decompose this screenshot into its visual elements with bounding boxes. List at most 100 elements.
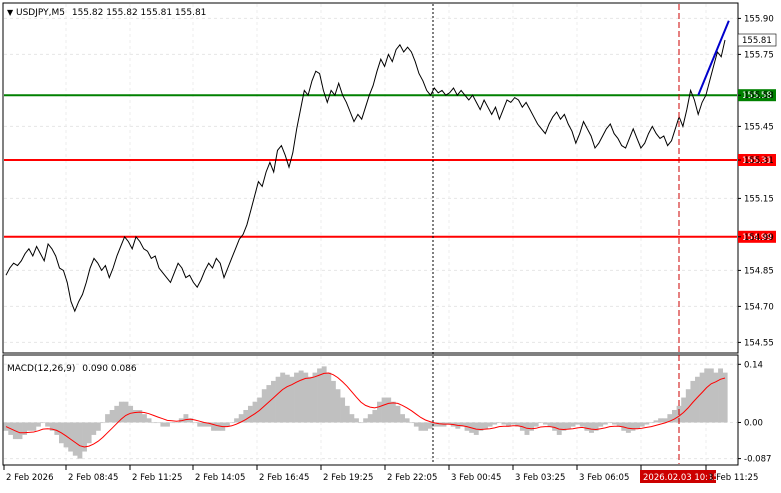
macd-bar bbox=[307, 376, 313, 423]
symbol-dropdown-icon[interactable]: ▼ bbox=[7, 8, 14, 17]
macd-bar bbox=[427, 422, 433, 429]
macd-bar bbox=[275, 376, 281, 423]
macd-bar bbox=[658, 418, 664, 423]
axis-labels: 155.90 155.75 155.58 155.45 155.31 155.15 154.… bbox=[3, 14, 774, 483]
macd-bar bbox=[400, 414, 405, 423]
macd-bar bbox=[575, 422, 581, 425]
price-tick-label: 154.99 bbox=[744, 233, 774, 243]
time-tick-label: 3 Feb 06:05 bbox=[579, 473, 629, 483]
macd-bar bbox=[280, 372, 286, 423]
macd-bar bbox=[31, 422, 37, 431]
macd-bar bbox=[326, 372, 332, 423]
macd-bar bbox=[515, 422, 521, 427]
macd-bar bbox=[35, 422, 41, 427]
macd-bar bbox=[547, 422, 553, 427]
macd-bar bbox=[436, 422, 442, 427]
price-tick-label: 155.15 bbox=[744, 194, 774, 204]
macd-bar bbox=[252, 401, 258, 423]
macd-bar bbox=[487, 422, 493, 427]
macd-bar bbox=[174, 422, 180, 424]
current-price-badge bbox=[737, 33, 777, 47]
macd-bar bbox=[538, 422, 544, 424]
macd-bar bbox=[570, 422, 576, 427]
price-line bbox=[5, 39, 726, 313]
macd-bar bbox=[349, 414, 355, 423]
macd-bar bbox=[699, 372, 705, 423]
time-tick-label: 3 Feb 03:25 bbox=[515, 473, 565, 483]
macd-bar bbox=[695, 376, 700, 423]
price-tick-label: 155.31 bbox=[744, 156, 774, 166]
horizontal-levels[interactable]: 155.58 155.31 154.99 bbox=[4, 89, 776, 243]
macd-bar bbox=[224, 422, 230, 427]
macd-bar bbox=[247, 405, 253, 423]
macd-bar bbox=[243, 410, 249, 423]
macd-bar bbox=[229, 422, 235, 424]
macd-bar bbox=[432, 422, 438, 427]
macd-bar bbox=[446, 422, 452, 425]
macd-bar bbox=[298, 370, 304, 423]
macd-bar bbox=[667, 414, 673, 423]
level-badge-154.99 bbox=[738, 230, 776, 243]
macd-bar bbox=[86, 422, 92, 444]
macd-bar bbox=[612, 422, 617, 425]
macd-bar bbox=[363, 418, 369, 423]
macd-signal-line bbox=[5, 372, 726, 448]
macd-bar bbox=[395, 405, 401, 423]
macd-bar bbox=[607, 422, 613, 424]
level-label-154.99: 154.99 bbox=[742, 233, 772, 243]
macd-bar bbox=[146, 418, 152, 423]
macd-bar bbox=[284, 374, 290, 423]
macd-bar bbox=[644, 422, 650, 425]
macd-bar bbox=[386, 397, 392, 423]
macd-bar bbox=[206, 422, 212, 427]
price-tick-label: 155.75 bbox=[744, 50, 774, 60]
macd-bar bbox=[289, 376, 295, 423]
macd-bar bbox=[653, 420, 659, 423]
macd-bar bbox=[321, 366, 327, 423]
macd-bar bbox=[45, 422, 51, 427]
macd-bar bbox=[26, 422, 32, 431]
macd-bar bbox=[211, 422, 217, 431]
price-series: 155.81 bbox=[5, 20, 777, 313]
macd-bar bbox=[390, 401, 396, 423]
highlighted-time-label: 2026.02.03 10:15 bbox=[643, 473, 719, 483]
macd-bar bbox=[409, 422, 415, 424]
macd-bar bbox=[22, 422, 28, 435]
macd-bar bbox=[183, 414, 189, 423]
macd-bar bbox=[234, 418, 240, 423]
price-tick-label: 154.85 bbox=[744, 266, 774, 276]
macd-bar bbox=[95, 422, 101, 431]
macd-bar bbox=[271, 380, 276, 423]
macd-bar bbox=[353, 418, 359, 423]
macd-bar bbox=[639, 422, 645, 427]
price-tick-label: 155.90 bbox=[744, 14, 774, 24]
macd-bar bbox=[413, 422, 419, 427]
macd-bar bbox=[197, 422, 203, 427]
macd-bar bbox=[589, 422, 594, 433]
macd-bar bbox=[598, 422, 604, 427]
macd-bar bbox=[459, 422, 465, 427]
trend-line[interactable] bbox=[697, 20, 730, 96]
macd-bar bbox=[128, 405, 134, 423]
macd-bar bbox=[358, 422, 364, 424]
current-price-label: 155.81 bbox=[742, 36, 772, 46]
svg-text:MACD(12,26,9) 0.090 0.086: MACD(12,26,9) 0.090 0.086 bbox=[7, 364, 137, 374]
price-tick-label: 154.70 bbox=[744, 302, 774, 312]
macd-bar bbox=[77, 422, 83, 459]
macd-bar bbox=[718, 368, 723, 423]
macd-bar bbox=[367, 414, 373, 423]
macd-bar bbox=[317, 368, 323, 423]
macd-bar bbox=[330, 380, 336, 423]
time-tick-label: 2 Feb 16:45 bbox=[259, 473, 309, 483]
macd-bar bbox=[681, 397, 687, 423]
macd-bar bbox=[579, 422, 585, 427]
time-tick-label: 2 Feb 11:25 bbox=[132, 473, 182, 483]
macd-bar bbox=[404, 418, 410, 423]
macd-bar bbox=[372, 410, 378, 423]
price-tick-label: 155.58 bbox=[744, 91, 774, 101]
macd-bar bbox=[266, 385, 272, 423]
macd-bar bbox=[188, 418, 193, 423]
macd-bar bbox=[625, 422, 631, 433]
macd-bar bbox=[672, 410, 677, 423]
